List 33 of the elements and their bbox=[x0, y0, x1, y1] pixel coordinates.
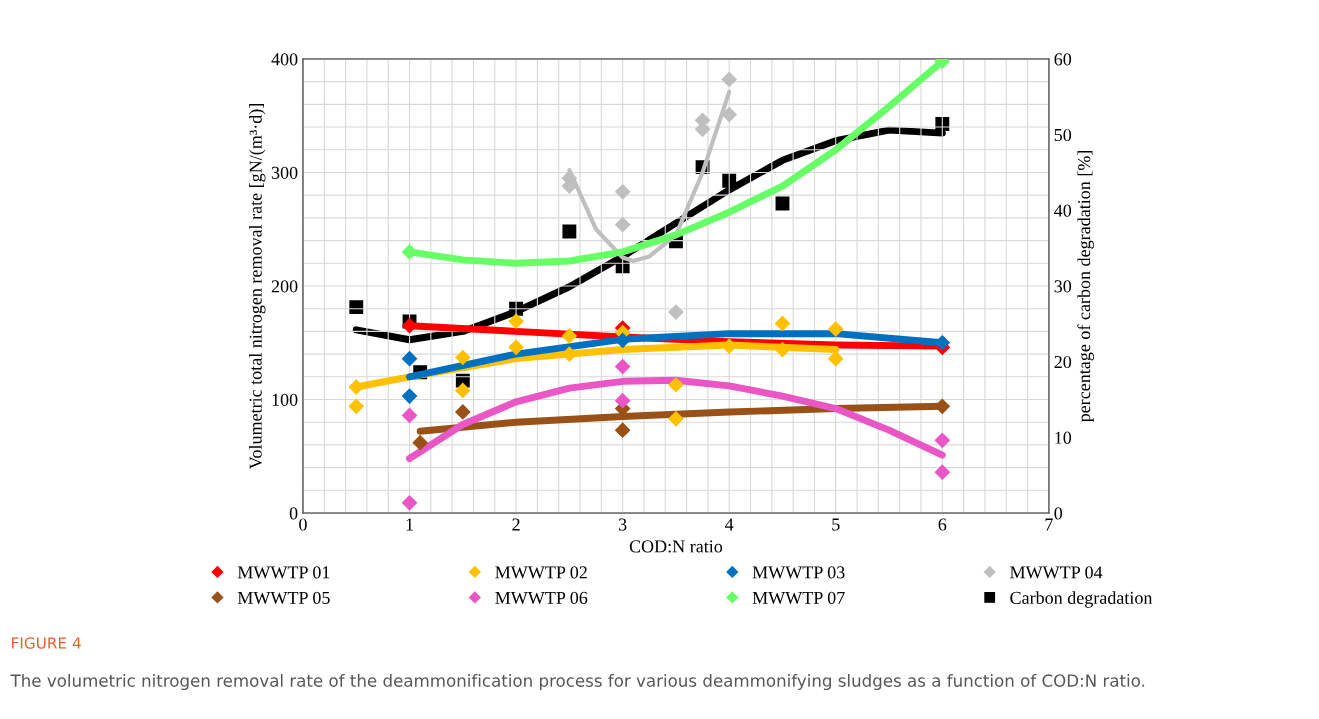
x-tick-label: 1 bbox=[406, 518, 413, 531]
x-tick-label: 5 bbox=[832, 518, 840, 531]
x-axis-title: COD:N ratio bbox=[629, 540, 723, 553]
legend-label: Carbon degradation bbox=[1010, 591, 1153, 608]
y-tick-label: 100 bbox=[272, 393, 298, 406]
legend-label: MWWTP 02 bbox=[495, 566, 587, 579]
x-tick-label: 7 bbox=[1045, 518, 1053, 531]
x-tick-label: 0 bbox=[299, 518, 307, 531]
legend-label: MWWTP 06 bbox=[495, 591, 588, 605]
y2-axis-title: percentage of carbon degradation [%] bbox=[1077, 150, 1094, 423]
y2-tick-label: 60 bbox=[1054, 53, 1072, 66]
y2-tick-label: 0 bbox=[1054, 507, 1063, 520]
y2-tick-label: 20 bbox=[1054, 355, 1072, 369]
y2-tick-label: 40 bbox=[1054, 204, 1072, 217]
y-tick-label: 300 bbox=[271, 166, 298, 179]
y2-tick-label: 10 bbox=[1055, 431, 1072, 444]
y-tick-label: 0 bbox=[289, 507, 298, 520]
x-tick-label: 6 bbox=[938, 518, 947, 531]
y-axis-title: Volumetric total nitrogen removal rate [gN/(m³·d)] bbox=[249, 104, 266, 470]
x-tick-label: 2 bbox=[512, 518, 520, 531]
legend-label: MWWTP 07 bbox=[752, 591, 845, 605]
y2-tick-label: 30 bbox=[1054, 280, 1072, 293]
x-tick-label: 3 bbox=[618, 518, 627, 531]
legend-label: MWWTP 03 bbox=[752, 566, 845, 579]
legend-label: MWWTP 01 bbox=[237, 566, 330, 579]
x-tick-label: 4 bbox=[725, 518, 734, 531]
caption: FIGURE 4 bbox=[12, 637, 81, 649]
legend-label: MWWTP 04 bbox=[1010, 566, 1103, 579]
y2-tick-label: 50 bbox=[1054, 128, 1072, 142]
text: The volumetric nitrogen removal rate of the deammonification process for various deammonifying sludges as a function of COD:N ratio. bbox=[10, 673, 1145, 691]
legend-label: MWWTP 05 bbox=[237, 591, 330, 605]
y-tick-label: 400 bbox=[271, 53, 298, 66]
y-tick-label: 200 bbox=[271, 280, 298, 293]
